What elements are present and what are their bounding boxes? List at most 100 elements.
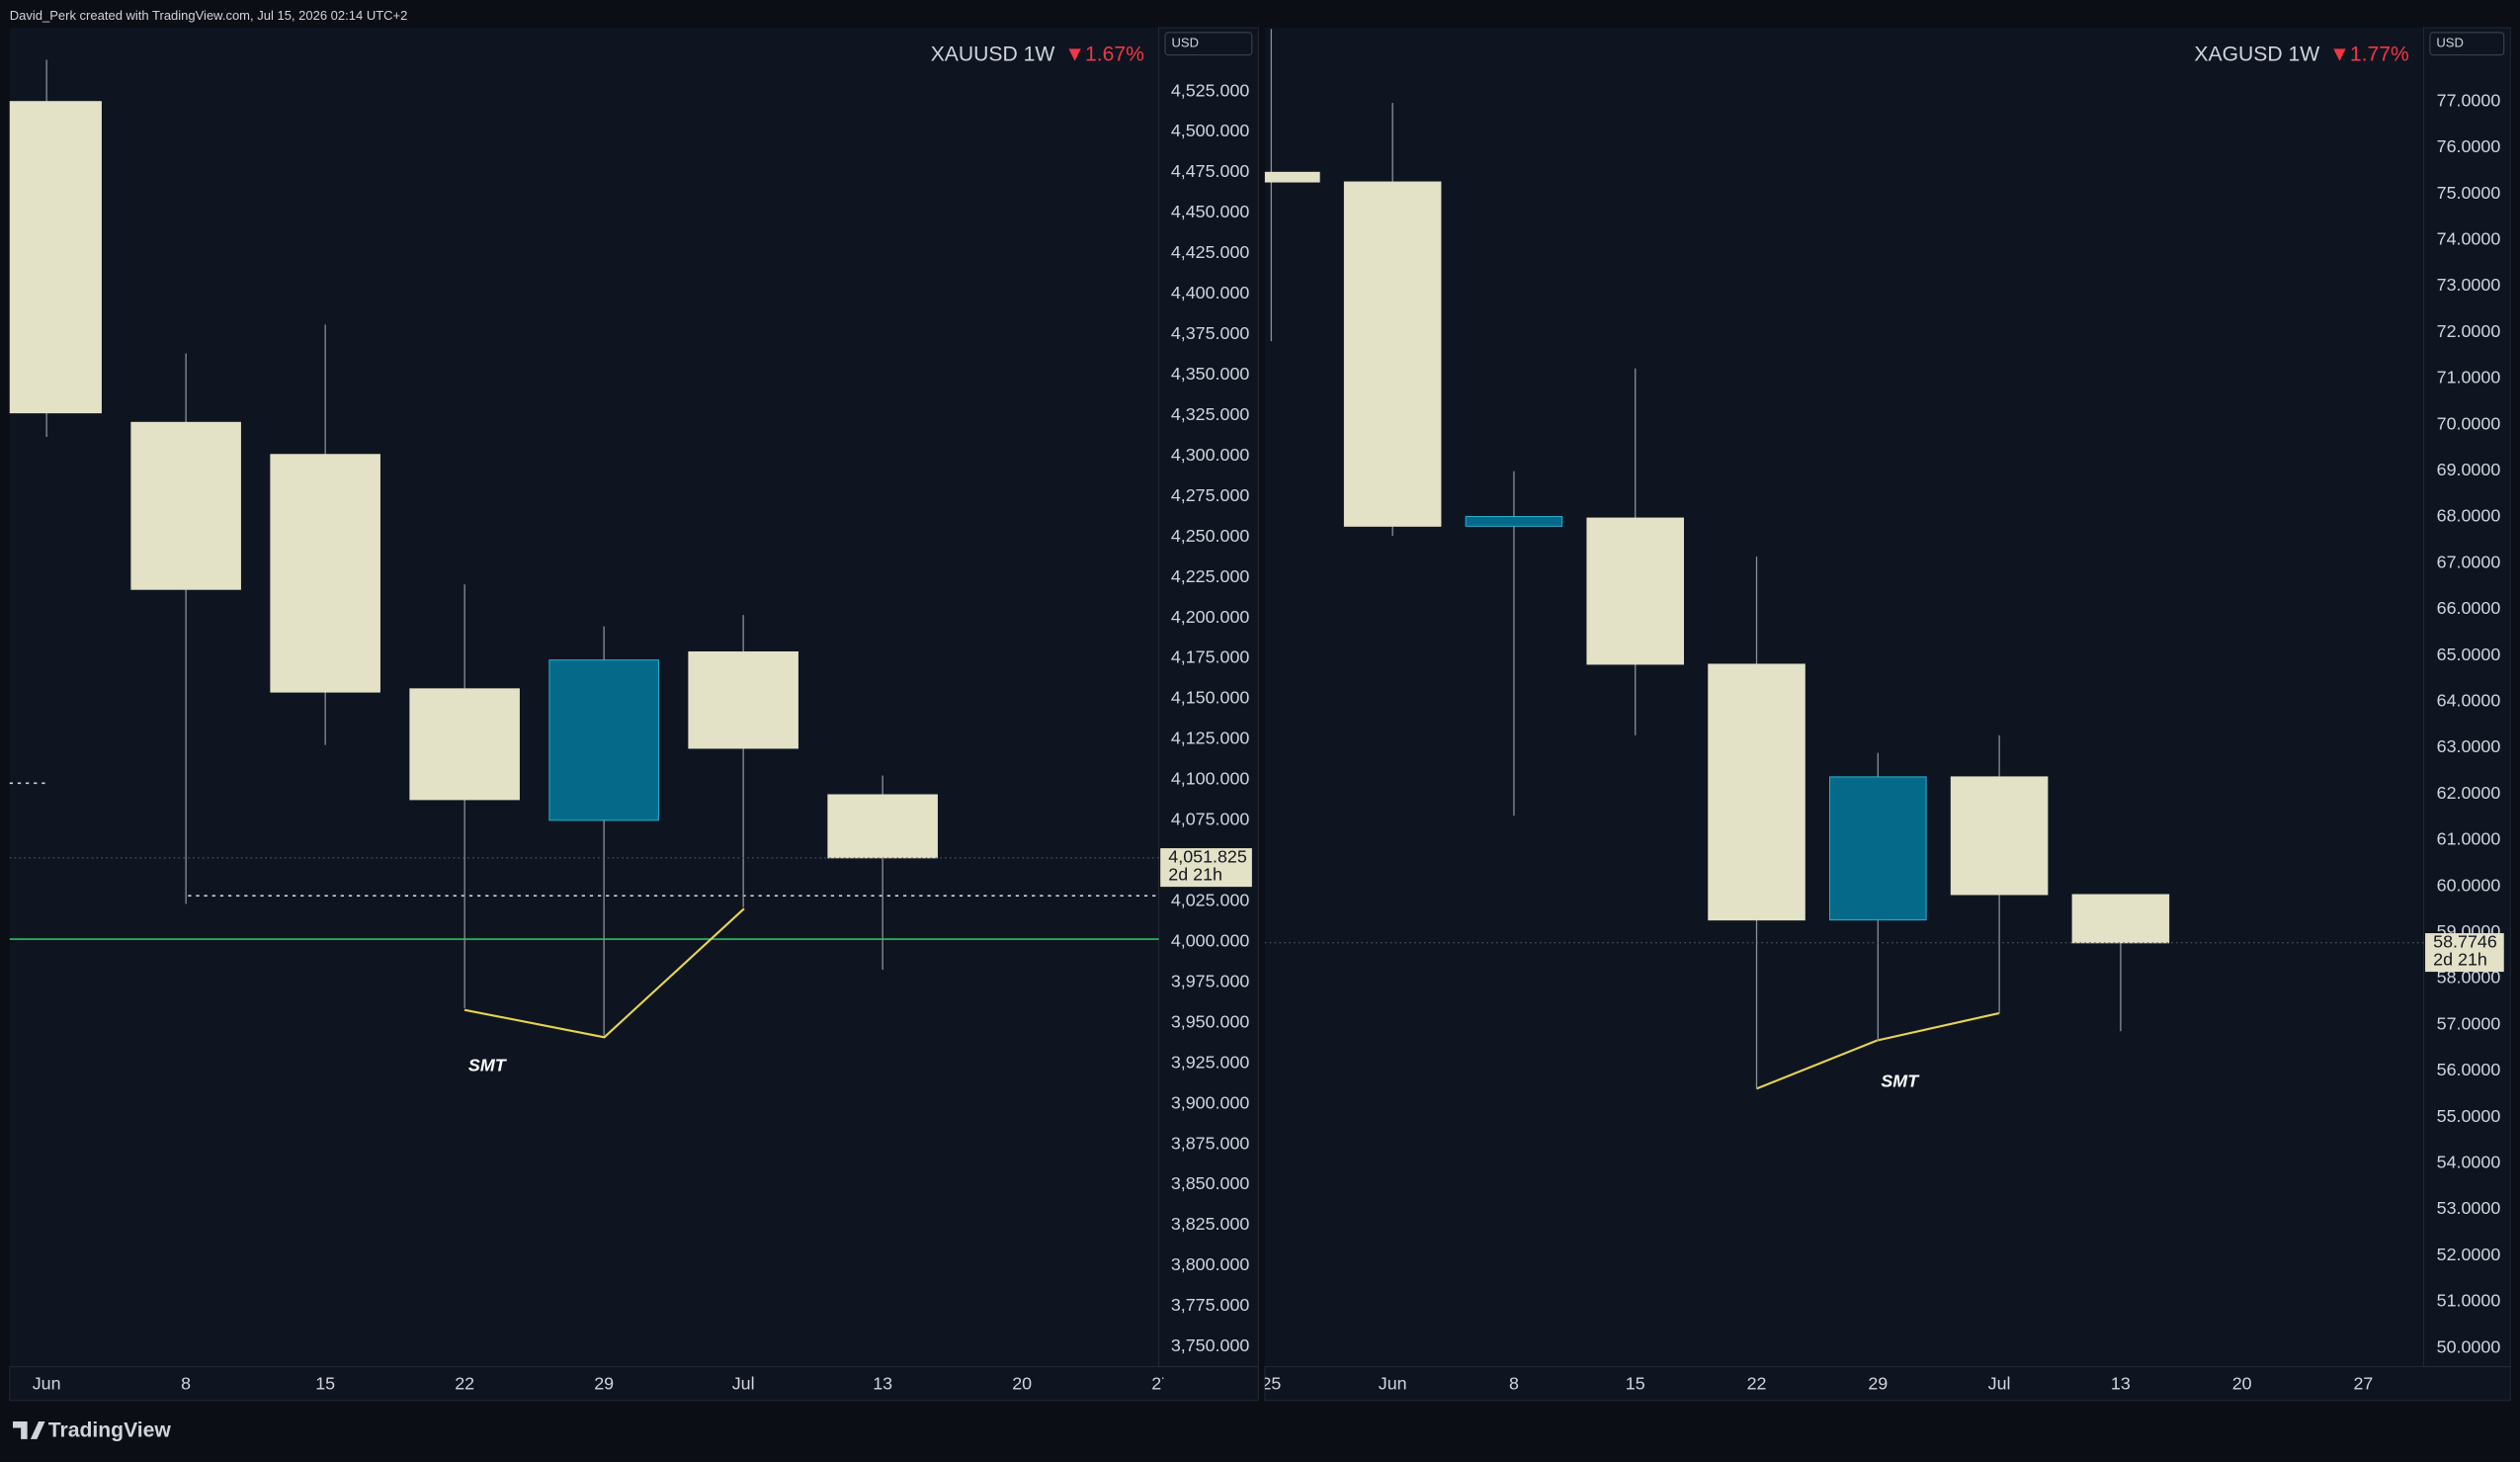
y-tick-label: 4,000.000: [1171, 930, 1250, 950]
x-tick-label: 27: [1151, 1373, 1171, 1393]
y-tick-label: 4,100.000: [1171, 769, 1250, 789]
candle-body: [1708, 663, 1806, 921]
x-tick-label: 13: [873, 1373, 892, 1393]
y-tick-label: 75.0000: [2437, 183, 2501, 203]
plot-panel: [1264, 28, 2424, 1367]
y-tick-label: 4,225.000: [1171, 566, 1250, 586]
candle-body: [270, 454, 380, 693]
y-tick-label: 53.0000: [2437, 1198, 2501, 1218]
y-tick-label: 62.0000: [2437, 783, 2501, 803]
y-tick-label: 4,350.000: [1171, 364, 1250, 384]
candle-body: [1465, 516, 1563, 527]
x-tick-label: 8: [181, 1373, 191, 1393]
y-tick-label: 3,850.000: [1171, 1173, 1250, 1193]
annotation: SMT: [1881, 1072, 1920, 1091]
y-tick-label: 50.0000: [2437, 1336, 2501, 1356]
last-price-box: [2425, 933, 2504, 973]
x-tick-label: Jun: [1379, 1373, 1407, 1393]
y-tick-label: 4,475.000: [1171, 161, 1250, 181]
y-tick-label: 4,150.000: [1171, 688, 1250, 708]
y-tick-label: 64.0000: [2437, 691, 2501, 711]
y-tick-label: 73.0000: [2437, 275, 2501, 295]
symbol: XAUUSD 1W: [931, 43, 1055, 65]
y-tick-label: 70.0000: [2437, 413, 2501, 433]
x-tick-label: 20: [1012, 1373, 1032, 1393]
y-tick-label: 4,375.000: [1171, 323, 1250, 343]
y-tick-label: 4,175.000: [1171, 647, 1250, 667]
y-tick-label: 68.0000: [2437, 506, 2501, 526]
currency-box: [1164, 32, 1253, 56]
smt-line: [1756, 1011, 2000, 1090]
countdown: 2d 21h: [2433, 949, 2487, 969]
y-tick-label: 3,975.000: [1171, 971, 1250, 990]
y-tick-label: 4,200.000: [1171, 607, 1250, 627]
y-tick-label: 3,800.000: [1171, 1254, 1250, 1274]
y-tick-label: 4,075.000: [1171, 810, 1250, 829]
y-tick-label: 63.0000: [2437, 736, 2501, 756]
x-tick-label: 13: [2111, 1373, 2131, 1393]
y-tick-label: 51.0000: [2437, 1291, 2501, 1311]
smt-line: [463, 907, 745, 1039]
y-tick-label: 74.0000: [2437, 229, 2501, 249]
candle-body: [9, 101, 102, 414]
y-tick-label: 65.0000: [2437, 645, 2501, 664]
x-tick-label: Jul: [732, 1373, 755, 1393]
candle-body: [130, 421, 241, 590]
symbol-title: XAGUSD 1W ▼1.77%: [2194, 43, 2409, 65]
candles: [1264, 29, 2170, 1089]
price-axis: [2423, 27, 2511, 1368]
y-tick-label: 4,025.000: [1171, 891, 1250, 910]
y-tick-label: 71.0000: [2437, 368, 2501, 387]
candles: [9, 59, 938, 1036]
x-tick-label: 8: [1509, 1373, 1519, 1393]
y-tick-label: 56.0000: [2437, 1060, 2501, 1079]
y-tick-label: 76.0000: [2437, 136, 2501, 156]
countdown: 2d 21h: [1168, 864, 1222, 884]
change: ▼1.77%: [2329, 43, 2409, 65]
y-tick-label: 4,450.000: [1171, 202, 1250, 221]
y-tick-label: 4,425.000: [1171, 242, 1250, 262]
y-tick-label: 3,900.000: [1171, 1092, 1250, 1112]
x-tick-label: Jun: [33, 1373, 61, 1393]
y-tick-label: 69.0000: [2437, 460, 2501, 479]
x-tick-label: 27: [2353, 1373, 2373, 1393]
x-tick-label: 29: [1868, 1373, 1888, 1393]
y-tick-label: 54.0000: [2437, 1152, 2501, 1171]
candle-body: [688, 650, 798, 749]
candle-body: [548, 659, 659, 821]
last-price: 58.7746: [2433, 932, 2497, 952]
y-tick-label: 4,300.000: [1171, 445, 1250, 465]
y-tick-label: 4,125.000: [1171, 729, 1250, 748]
y-tick-label: 58.0000: [2437, 968, 2501, 988]
brand: TradingView: [13, 1419, 171, 1441]
candle-body: [1586, 517, 1685, 665]
candle-body: [1264, 171, 1320, 183]
y-tick-label: 3,825.000: [1171, 1214, 1250, 1234]
y-tick-label: 3,775.000: [1171, 1295, 1250, 1315]
currency: USD: [1172, 36, 1199, 50]
time-axis: [9, 1366, 1259, 1402]
y-tick-label: 4,275.000: [1171, 485, 1250, 505]
brand-name: TradingView: [48, 1419, 172, 1441]
currency-box: [2429, 32, 2505, 56]
symbol: XAGUSD 1W: [2194, 43, 2319, 65]
y-tick-label: 77.0000: [2437, 90, 2501, 110]
candle-body: [2071, 894, 2170, 944]
x-tick-label: 22: [455, 1373, 474, 1393]
y-tick-label: 4,400.000: [1171, 283, 1250, 302]
y-tick-label: 3,950.000: [1171, 1011, 1250, 1031]
credit: David_Perk created with TradingView.com,…: [10, 8, 408, 23]
y-tick-label: 52.0000: [2437, 1245, 2501, 1264]
last-price-box: [1160, 848, 1252, 888]
time-labels: Jun 8 15 22 29 Jul 13 20 27: [33, 1373, 1171, 1393]
y-tick-label: 3,750.000: [1171, 1335, 1250, 1355]
y-tick-label: 3,875.000: [1171, 1133, 1250, 1153]
annotation: SMT: [468, 1055, 508, 1075]
x-tick-label: 29: [594, 1373, 614, 1393]
last-price: 4,051.825: [1168, 847, 1247, 867]
y-tick-label: 61.0000: [2437, 829, 2501, 849]
change: ▼1.67%: [1064, 43, 1144, 65]
candle-body: [827, 794, 938, 859]
y-tick-label: 72.0000: [2437, 321, 2501, 341]
